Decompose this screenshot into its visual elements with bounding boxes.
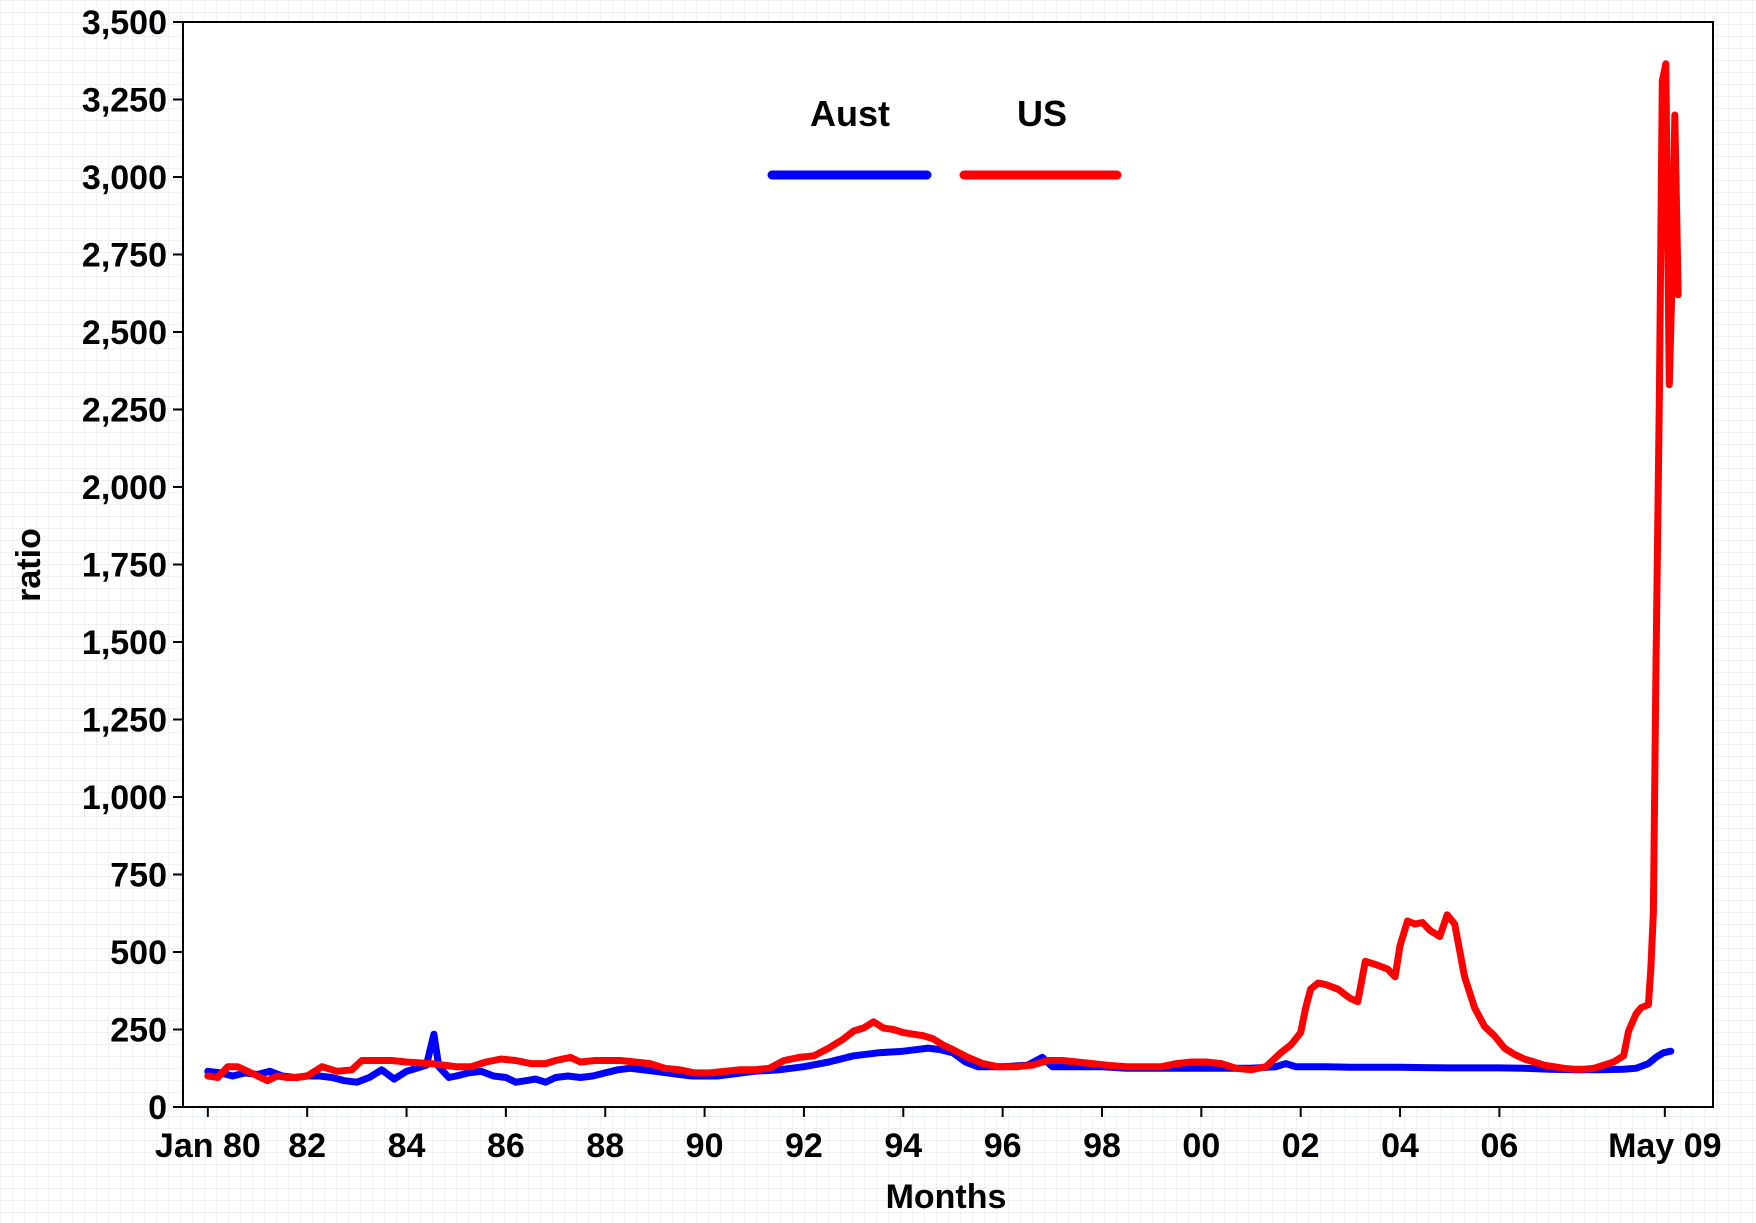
y-tick-label: 3,000 <box>82 159 167 197</box>
y-tick-label: 250 <box>110 1012 167 1050</box>
series-lines <box>204 60 1682 1086</box>
x-tick-label: 82 <box>288 1127 326 1165</box>
x-tick-label: 02 <box>1282 1127 1320 1165</box>
x-tick-marks <box>206 1107 1666 1117</box>
legend: Aust US <box>745 65 1145 225</box>
y-tick-label: 2,250 <box>82 392 167 430</box>
legend-label-aust: Aust <box>810 93 890 134</box>
y-tick-label: 1,000 <box>82 779 167 817</box>
series-line-us <box>204 60 1682 1085</box>
y-tick-label: 2,000 <box>82 469 167 507</box>
legend-label-us: US <box>1017 93 1067 134</box>
x-tick-label: Jan 80 <box>155 1127 261 1165</box>
x-tick-label: 84 <box>388 1127 426 1165</box>
legend-background <box>745 65 1145 225</box>
x-tick-label: 04 <box>1381 1127 1419 1165</box>
x-tick-label: 90 <box>686 1127 724 1165</box>
y-tick-label: 3,500 <box>82 4 167 42</box>
x-tick-label: 98 <box>1083 1127 1121 1165</box>
y-tick-label: 1,500 <box>82 624 167 662</box>
y-tick-label: 2,500 <box>82 314 167 352</box>
x-tick-label: May 09 <box>1608 1127 1721 1165</box>
x-tick-label: 06 <box>1480 1127 1518 1165</box>
x-axis-title: Months <box>886 1178 1007 1216</box>
x-tick-label: 88 <box>586 1127 624 1165</box>
y-tick-label: 2,750 <box>82 237 167 275</box>
x-tick-label: 94 <box>884 1127 922 1165</box>
x-tick-label: 92 <box>785 1127 823 1165</box>
x-axis-tick-labels: Jan 80 82 84 86 88 90 92 94 96 98 00 02 04 06 May 09 <box>155 1127 1722 1165</box>
y-tick-label: 3,250 <box>82 82 167 120</box>
x-tick-label: 00 <box>1182 1127 1220 1165</box>
plot-frame <box>182 21 1714 1108</box>
x-tick-label: 86 <box>487 1127 525 1165</box>
y-axis-tick-labels: 0 250 500 750 1,000 1,250 1,500 1,750 2,000 2,250… <box>82 4 167 1127</box>
y-tick-label: 1,250 <box>82 702 167 740</box>
y-tick-label: 1,750 <box>82 547 167 585</box>
x-tick-label: 96 <box>984 1127 1022 1165</box>
y-axis-title: ratio <box>10 528 48 602</box>
y-tick-marks <box>173 21 183 1108</box>
y-tick-label: 500 <box>110 934 167 972</box>
y-tick-label: 0 <box>148 1089 167 1127</box>
y-tick-label: 750 <box>110 857 167 895</box>
